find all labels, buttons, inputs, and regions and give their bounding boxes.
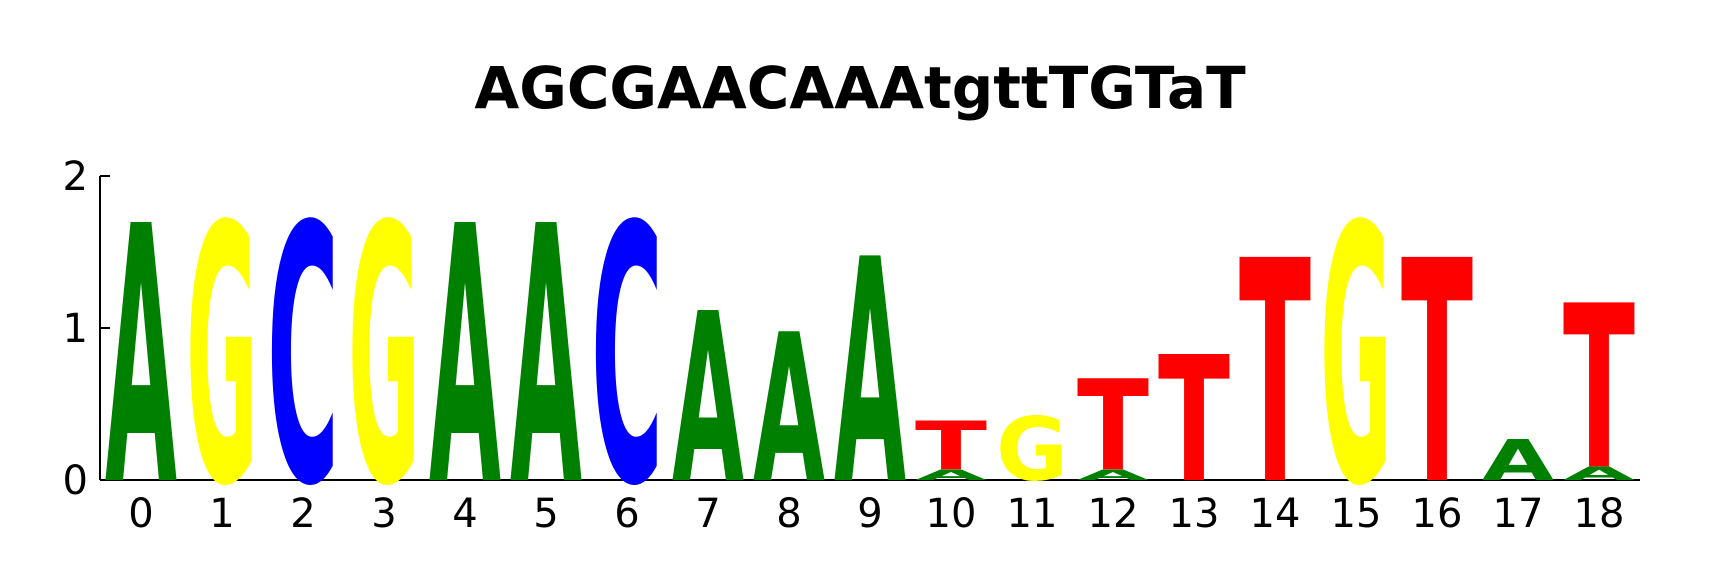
x-tick-label: 5 [533, 491, 558, 537]
logo-letter-A-pos-10: A [915, 466, 988, 483]
x-tick-label: 2 [290, 491, 315, 537]
x-tick-label: 13 [1169, 491, 1220, 537]
logo-letter-T-pos-16: T [1401, 197, 1473, 553]
logo-letter-T-pos-12: T [1077, 355, 1149, 500]
x-tick-label: 6 [614, 491, 639, 537]
x-tick-label: 14 [1250, 491, 1301, 537]
logo-letter-T-pos-10: T [915, 407, 987, 485]
logo-letter-C-pos-2: C [267, 153, 339, 565]
logo-letter-G-pos-11: G [996, 399, 1068, 501]
logo-letter-A-pos-12: A [1077, 466, 1150, 483]
logo-letter-G-pos-3: G [348, 152, 420, 564]
x-tick-label: 3 [371, 491, 396, 537]
x-tick-label: 11 [1007, 491, 1058, 537]
x-tick-label: 12 [1088, 491, 1139, 537]
y-tick-label: 1 [63, 306, 88, 352]
logo-letters: A G C G A A C A A A AT G AT T T G T A AT [105, 152, 1635, 565]
logo-letter-A-pos-7: A [672, 263, 744, 535]
x-tick-label: 0 [128, 491, 153, 537]
logo-letter-A-pos-0: A [105, 153, 178, 565]
x-tick-label: 1 [209, 491, 234, 537]
logo-letter-A-pos-9: A [834, 194, 906, 553]
logo-letter-T-pos-13: T [1158, 319, 1230, 521]
logo-letter-A-pos-5: A [510, 153, 583, 565]
logo-letter-T-pos-14: T [1239, 197, 1311, 553]
logo-letter-G-pos-15: G [1320, 152, 1392, 564]
logo-letter-A-pos-8: A [753, 292, 825, 529]
logo-letter-T-pos-18: T [1563, 259, 1635, 520]
logo-letter-C-pos-6: C [591, 153, 663, 565]
x-tick-label: 9 [857, 491, 882, 537]
y-tick-label: 0 [63, 458, 88, 504]
logo-letter-G-pos-1: G [186, 152, 258, 564]
chart-title: AGCGAACAAAtgttTGTaT [474, 54, 1246, 122]
y-tick-label: 2 [63, 154, 88, 200]
x-tick-label: 16 [1412, 491, 1463, 537]
x-tick-label: 8 [776, 491, 801, 537]
x-tick-label: 17 [1493, 491, 1544, 537]
logo-letter-A-pos-4: A [429, 153, 502, 565]
x-tick-label: 10 [926, 491, 977, 537]
logo-letter-A-pos-17: A [1482, 429, 1555, 494]
x-tick-label: 15 [1331, 491, 1382, 537]
x-tick-label: 4 [452, 491, 477, 537]
logo-letter-A-pos-18: A [1563, 463, 1635, 485]
x-tick-label: 18 [1574, 491, 1625, 537]
x-tick-label: 7 [695, 491, 720, 537]
